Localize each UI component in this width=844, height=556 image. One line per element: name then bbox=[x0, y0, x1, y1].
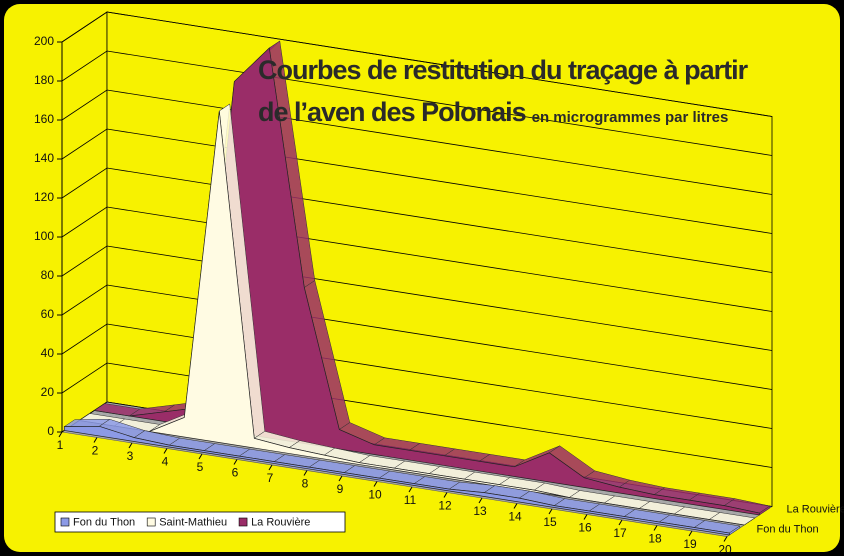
y-tick-label: 0 bbox=[47, 424, 54, 438]
x-tick bbox=[338, 475, 343, 482]
grid-line bbox=[61, 128, 773, 234]
y-tick-label: 200 bbox=[34, 34, 54, 48]
x-tick bbox=[723, 536, 728, 542]
x-tick-label: 5 bbox=[197, 460, 204, 474]
x-tick bbox=[548, 508, 553, 515]
x-tick bbox=[618, 519, 623, 526]
x-tick-label: 7 bbox=[267, 471, 274, 485]
x-tick bbox=[268, 464, 273, 471]
legend-label: Fon du Thon bbox=[73, 516, 135, 528]
x-tick bbox=[163, 448, 168, 454]
area-side bbox=[744, 517, 755, 526]
x-tick bbox=[58, 431, 63, 438]
x-tick-label: 6 bbox=[232, 466, 239, 480]
x-tick bbox=[198, 453, 203, 460]
y-tick-label: 140 bbox=[34, 151, 54, 165]
grid-line bbox=[61, 89, 773, 195]
x-tick-label: 12 bbox=[438, 499, 452, 513]
x-tick-label: 1 bbox=[57, 438, 64, 452]
grid-line bbox=[61, 11, 773, 117]
x-tick bbox=[303, 470, 308, 476]
legend-swatch bbox=[60, 517, 70, 527]
x-tick bbox=[128, 442, 133, 449]
x-tick bbox=[688, 530, 693, 537]
legend-swatch bbox=[238, 517, 248, 527]
x-tick-label: 9 bbox=[337, 482, 344, 496]
legend-box bbox=[54, 511, 346, 533]
y-tick-label: 160 bbox=[34, 112, 54, 126]
x-tick bbox=[443, 492, 448, 498]
area bbox=[79, 110, 745, 526]
area bbox=[63, 425, 730, 536]
grid-line bbox=[61, 362, 773, 468]
x-tick-label: 13 bbox=[473, 504, 487, 518]
y-tick-label: 60 bbox=[41, 307, 55, 321]
x-tick bbox=[373, 481, 378, 487]
chart-title: de l’aven des Polonais bbox=[258, 97, 526, 127]
legend: Fon du Thon Saint-Mathieu La Rouvière bbox=[54, 511, 346, 533]
x-tick-label: 18 bbox=[648, 532, 662, 546]
grid-line bbox=[61, 206, 773, 312]
x-tick bbox=[408, 486, 413, 493]
x-tick-label: 3 bbox=[127, 449, 134, 463]
x-tick-label: 16 bbox=[578, 521, 592, 535]
x-tick-label: 4 bbox=[162, 455, 169, 469]
grid-line bbox=[61, 50, 773, 156]
chart-subtitle: en microgrammes par litres bbox=[532, 109, 729, 126]
x-tick-label: 11 bbox=[404, 493, 417, 507]
x-tick-label: 2 bbox=[92, 444, 99, 458]
grid-line bbox=[61, 284, 773, 390]
x-tick bbox=[513, 503, 518, 509]
y-tick-label: 20 bbox=[41, 385, 55, 399]
y-tick-label: 80 bbox=[41, 268, 55, 282]
x-tick-label: 19 bbox=[683, 537, 697, 551]
x-tick bbox=[478, 497, 483, 504]
x-tick bbox=[583, 514, 588, 520]
x-tick-label: 15 bbox=[543, 515, 557, 529]
x-tick-label: 14 bbox=[508, 510, 522, 524]
x-tick-label: 8 bbox=[302, 477, 309, 491]
x-tick-label: 20 bbox=[718, 543, 732, 556]
x-tick bbox=[93, 437, 98, 443]
grid-line bbox=[61, 323, 773, 429]
legend-label: Saint-Mathieu bbox=[159, 516, 227, 528]
x-tick-label: 10 bbox=[368, 488, 382, 502]
y-tick-label: 120 bbox=[34, 190, 54, 204]
grid-line bbox=[61, 167, 773, 273]
y-tick-label: 180 bbox=[34, 73, 54, 87]
y-tick-label: 40 bbox=[41, 346, 55, 360]
legend-swatch bbox=[146, 517, 156, 527]
depth-label: Fon du Thon bbox=[757, 523, 819, 535]
x-tick bbox=[653, 525, 658, 531]
legend-label: La Rouvière bbox=[251, 516, 310, 528]
x-tick bbox=[233, 459, 238, 465]
y-tick-label: 100 bbox=[34, 229, 54, 243]
depth-label: La Rouvière bbox=[787, 503, 844, 515]
grid-line bbox=[61, 245, 773, 351]
chart-title: Courbes de restitution du traçage à part… bbox=[258, 55, 749, 85]
x-tick-label: 17 bbox=[613, 526, 627, 540]
